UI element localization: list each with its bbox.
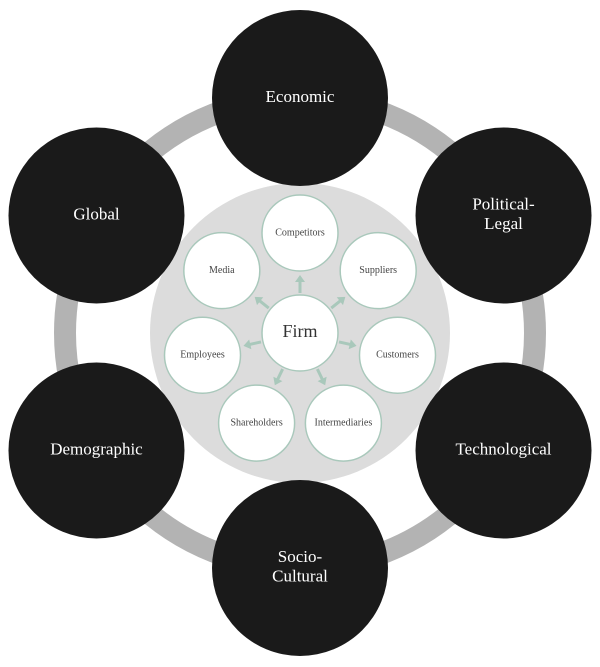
svg-text:Intermediaries: Intermediaries <box>315 417 373 428</box>
svg-text:Suppliers: Suppliers <box>359 265 397 276</box>
svg-text:Legal: Legal <box>484 214 523 233</box>
svg-text:Political-: Political- <box>472 195 535 214</box>
svg-text:Competitors: Competitors <box>275 227 325 238</box>
svg-text:Socio-: Socio- <box>278 547 323 566</box>
svg-text:Employees: Employees <box>180 350 225 361</box>
environment-diagram: Firm Competitors Suppliers Customers Interme… <box>0 0 600 667</box>
svg-text:Economic: Economic <box>266 87 335 106</box>
svg-text:Cultural: Cultural <box>272 567 328 586</box>
svg-text:Shareholders: Shareholders <box>231 417 283 428</box>
svg-text:Demographic: Demographic <box>50 439 143 458</box>
svg-text:Global: Global <box>73 204 120 223</box>
svg-text:Technological: Technological <box>455 439 551 458</box>
svg-text:Customers: Customers <box>376 350 419 361</box>
svg-text:Firm: Firm <box>282 321 317 341</box>
svg-text:Media: Media <box>209 265 235 276</box>
